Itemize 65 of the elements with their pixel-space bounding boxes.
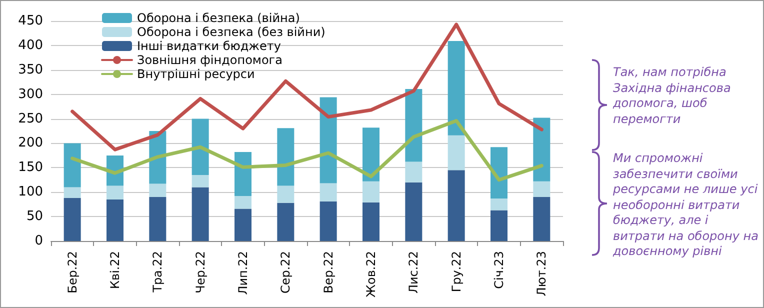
bar — [192, 118, 209, 175]
x-tick-label: Лис.22 — [406, 251, 421, 294]
bar — [64, 198, 81, 241]
y-tick-label: 450 — [18, 14, 43, 28]
y-tick-label: 150 — [18, 160, 43, 176]
x-tick-label: Кві.22 — [108, 251, 122, 290]
bar — [234, 196, 252, 209]
legend-label: Оборона і безпека (без війни) — [137, 25, 326, 39]
bar — [149, 197, 166, 241]
bar — [448, 170, 465, 241]
bar — [192, 187, 209, 241]
y-tick-label: 350 — [18, 62, 43, 78]
bar — [362, 181, 380, 202]
bar — [320, 97, 337, 184]
bar — [490, 210, 508, 241]
legend-label: Зовнішня фіндопомога — [137, 53, 282, 67]
x-tick-label: Лют.23 — [534, 251, 549, 296]
bar — [405, 162, 422, 182]
bar — [533, 118, 550, 182]
legend-label: Внутрішні ресурси — [137, 67, 255, 81]
y-tick-label: 300 — [18, 86, 43, 102]
bar — [362, 128, 380, 182]
bar — [277, 186, 294, 203]
x-tick-label: Лип.22 — [236, 251, 250, 295]
text: Ми спроможні забезпечити своїми ресурсами не лише усі необоронні витрати бюджету, але і витрати на оборону на довоєнному рівні — [613, 151, 760, 260]
bar — [149, 184, 166, 197]
bar — [320, 183, 337, 202]
bar — [192, 175, 209, 188]
bar — [362, 202, 380, 241]
bar — [320, 201, 337, 241]
bar — [448, 41, 465, 136]
bar — [533, 181, 550, 197]
y-tick-label: 200 — [18, 136, 43, 151]
line-series — [70, 118, 544, 182]
y-tick-label: 250 — [18, 111, 43, 126]
bar — [490, 198, 508, 210]
bar — [490, 147, 508, 198]
x-tick-label: Вер.22 — [321, 251, 336, 294]
bar — [106, 199, 124, 241]
text: Так, нам потрібна Західна фінансова допомога, шоб перемогти — [613, 65, 732, 127]
bar — [64, 187, 81, 198]
bar — [64, 143, 81, 188]
x-tick-label: Жов.22 — [364, 251, 378, 298]
x-tick-label: Тра.22 — [150, 251, 165, 294]
y-tick-label: 400 — [18, 38, 43, 53]
bar — [277, 202, 294, 241]
x-tick-label: Гру.22 — [449, 251, 464, 292]
x-tick-label: Сер.22 — [278, 251, 293, 294]
x-tick-label: Бер.22 — [65, 251, 80, 294]
legend-label: Інші видатки бюджету — [137, 39, 281, 53]
bar — [448, 135, 465, 170]
y-tick-label: 100 — [18, 184, 43, 200]
x-tick-label: Січ.23 — [492, 251, 506, 289]
bar — [405, 182, 422, 241]
bar — [234, 208, 252, 241]
bar — [533, 197, 550, 241]
x-tick-label: Чер.22 — [193, 251, 208, 294]
y-tick-label: 50 — [26, 209, 43, 224]
bar — [405, 88, 422, 162]
bar — [234, 152, 252, 196]
line-series — [70, 22, 544, 152]
legend-label: Оборона і безпека (війна) — [137, 11, 300, 25]
y-tick-label: 0 — [34, 234, 43, 248]
bar — [277, 128, 294, 186]
bar — [106, 186, 124, 200]
